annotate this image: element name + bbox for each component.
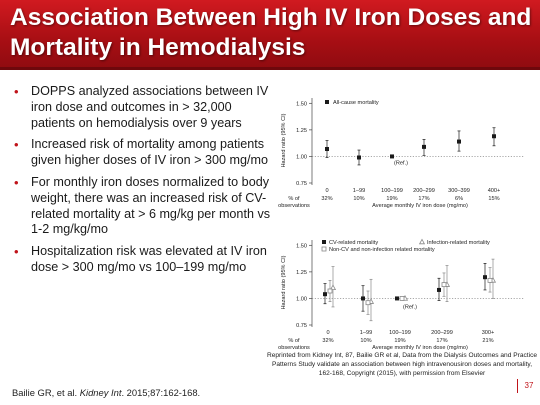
citation: Bailie GR, et al. Kidney Int. 2015;87:16… [12, 387, 200, 398]
x-tick-label: 100–199 [381, 188, 403, 194]
y-tick-label: 1.50 [296, 243, 307, 249]
x-tick-label: 300–399 [448, 188, 470, 194]
bullet-item: • For monthly iron doses normalized to bo… [12, 175, 274, 238]
legend-marker [418, 238, 426, 245]
y-tick-label: 1.25 [296, 270, 307, 276]
observation-pct: 19% [386, 196, 397, 202]
data-point [357, 155, 361, 160]
x-tick-label: 0 [325, 188, 328, 194]
citation-authors: Bailie GR, et al. [12, 387, 78, 398]
x-axis-label: Average monthly IV iron dose (mg/mo) [372, 203, 468, 209]
citation-journal: Kidney Int [79, 387, 122, 398]
title-bar: Association Between High IV Iron Doses a… [0, 0, 540, 70]
bullet-item: • Increased risk of mortality among patie… [12, 137, 274, 169]
bullet-text: DOPPS analyzed associations between IV i… [31, 84, 269, 130]
x-tick-label: 200–299 [413, 188, 435, 194]
x-tick-label: 300+ [482, 330, 495, 336]
observation-pct: 19% [394, 338, 405, 344]
observation-pct: 17% [418, 196, 429, 202]
bullet-text: For monthly iron doses normalized to bod… [31, 174, 271, 237]
bullet-list: • DOPPS analyzed associations between IV … [12, 84, 274, 282]
bullet-text: Hospitalization risk was elevated at IV … [31, 244, 267, 274]
y-tick-label: 1.50 [296, 101, 307, 107]
y-axis-label: Hazard ratio (95% CI) [281, 113, 287, 167]
x-tick-label: 100–199 [389, 330, 411, 336]
observation-pct: 32% [321, 196, 332, 202]
x-axis-label: Average monthly IV iron dose (mg/mo) [372, 345, 468, 350]
data-point [487, 277, 493, 283]
bullet-dot-icon: • [14, 84, 19, 99]
x-tick-label: 1–99 [353, 188, 365, 194]
figure: 0.75 1.00 1.25 1.50 Hazard ratio (95% CI) 0 32… [262, 88, 537, 355]
legend-label: All-cause mortality [333, 100, 379, 106]
page-number: 37 [517, 379, 540, 393]
y-axis-label: Hazard ratio (95% CI) [281, 255, 287, 309]
data-point [329, 284, 337, 291]
x-tick-label: 200–299 [431, 330, 453, 336]
observations-label: observations [278, 345, 310, 350]
data-point [365, 300, 371, 306]
bullet-dot-icon: • [14, 244, 19, 260]
y-tick-label: 0.75 [296, 323, 307, 329]
reference-label: (Ref.) [403, 304, 417, 310]
hazard-ratio-charts: 0.75 1.00 1.25 1.50 Hazard ratio (95% CI) 0 32… [278, 98, 524, 351]
data-point [457, 139, 461, 144]
bullet-item: • DOPPS analyzed associations between IV … [12, 84, 274, 131]
observations-label: % of [288, 196, 300, 202]
x-tick-label: 400+ [488, 188, 501, 194]
y-tick-label: 1.00 [296, 296, 307, 302]
y-tick-label: 1.25 [296, 128, 307, 134]
observation-pct: 21% [482, 338, 493, 344]
observations-label: % of [288, 338, 300, 344]
bullet-dot-icon: • [14, 174, 19, 190]
y-tick-label: 0.75 [296, 181, 307, 187]
data-point [323, 292, 327, 297]
data-point [395, 296, 399, 301]
data-point [437, 287, 441, 292]
legend-marker [322, 240, 326, 244]
legend-marker [321, 246, 327, 252]
observation-pct: 10% [360, 338, 371, 344]
data-point [361, 296, 365, 301]
data-point [327, 288, 333, 294]
slide-title: Association Between High IV Iron Doses a… [10, 4, 532, 61]
x-tick-label: 1–99 [360, 330, 372, 336]
observation-pct: 6% [455, 196, 463, 202]
reference-label: (Ref.) [394, 160, 408, 166]
observation-pct: 32% [322, 338, 333, 344]
bullet-dot-icon: • [14, 137, 19, 153]
data-point [325, 147, 329, 151]
y-tick-label: 1.00 [296, 154, 307, 160]
bullet-text: Increased risk of mortality among patien… [31, 137, 268, 168]
legend-marker [325, 100, 329, 104]
citation-details: . 2015;87:162-168. [121, 387, 201, 398]
legend-label: CV-related mortality [329, 240, 378, 246]
data-point [399, 296, 405, 301]
observations-label: observations [278, 203, 310, 209]
legend-label: Infection-related mortality [427, 240, 490, 246]
x-tick-label: 0 [326, 330, 329, 336]
observation-pct: 17% [436, 338, 447, 344]
bullet-item: • Hospitalization risk was elevated at IV… [12, 244, 274, 276]
data-point [422, 144, 426, 149]
observation-pct: 15% [488, 196, 499, 202]
observation-pct: 10% [353, 196, 364, 202]
data-point [390, 154, 394, 159]
data-point [441, 282, 447, 288]
figure-caption: Reprinted from Kidney Int, 87, Bailie GR… [266, 352, 538, 378]
data-point [492, 134, 496, 139]
data-point [483, 275, 487, 280]
legend-label: Non-CV and non-infection related mortali… [329, 247, 435, 253]
